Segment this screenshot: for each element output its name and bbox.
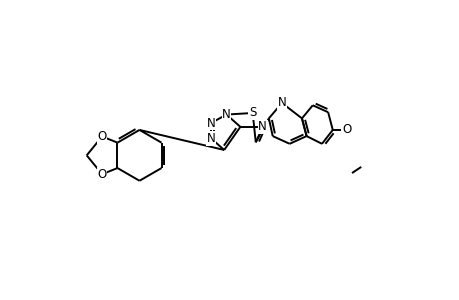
Text: O: O <box>97 168 106 181</box>
Text: N: N <box>222 108 230 121</box>
Text: N: N <box>258 120 267 134</box>
Text: N: N <box>277 97 285 110</box>
Text: O: O <box>341 123 351 136</box>
Text: S: S <box>248 106 256 119</box>
Text: N: N <box>206 116 215 130</box>
Text: O: O <box>97 130 106 143</box>
Text: N: N <box>206 132 215 145</box>
